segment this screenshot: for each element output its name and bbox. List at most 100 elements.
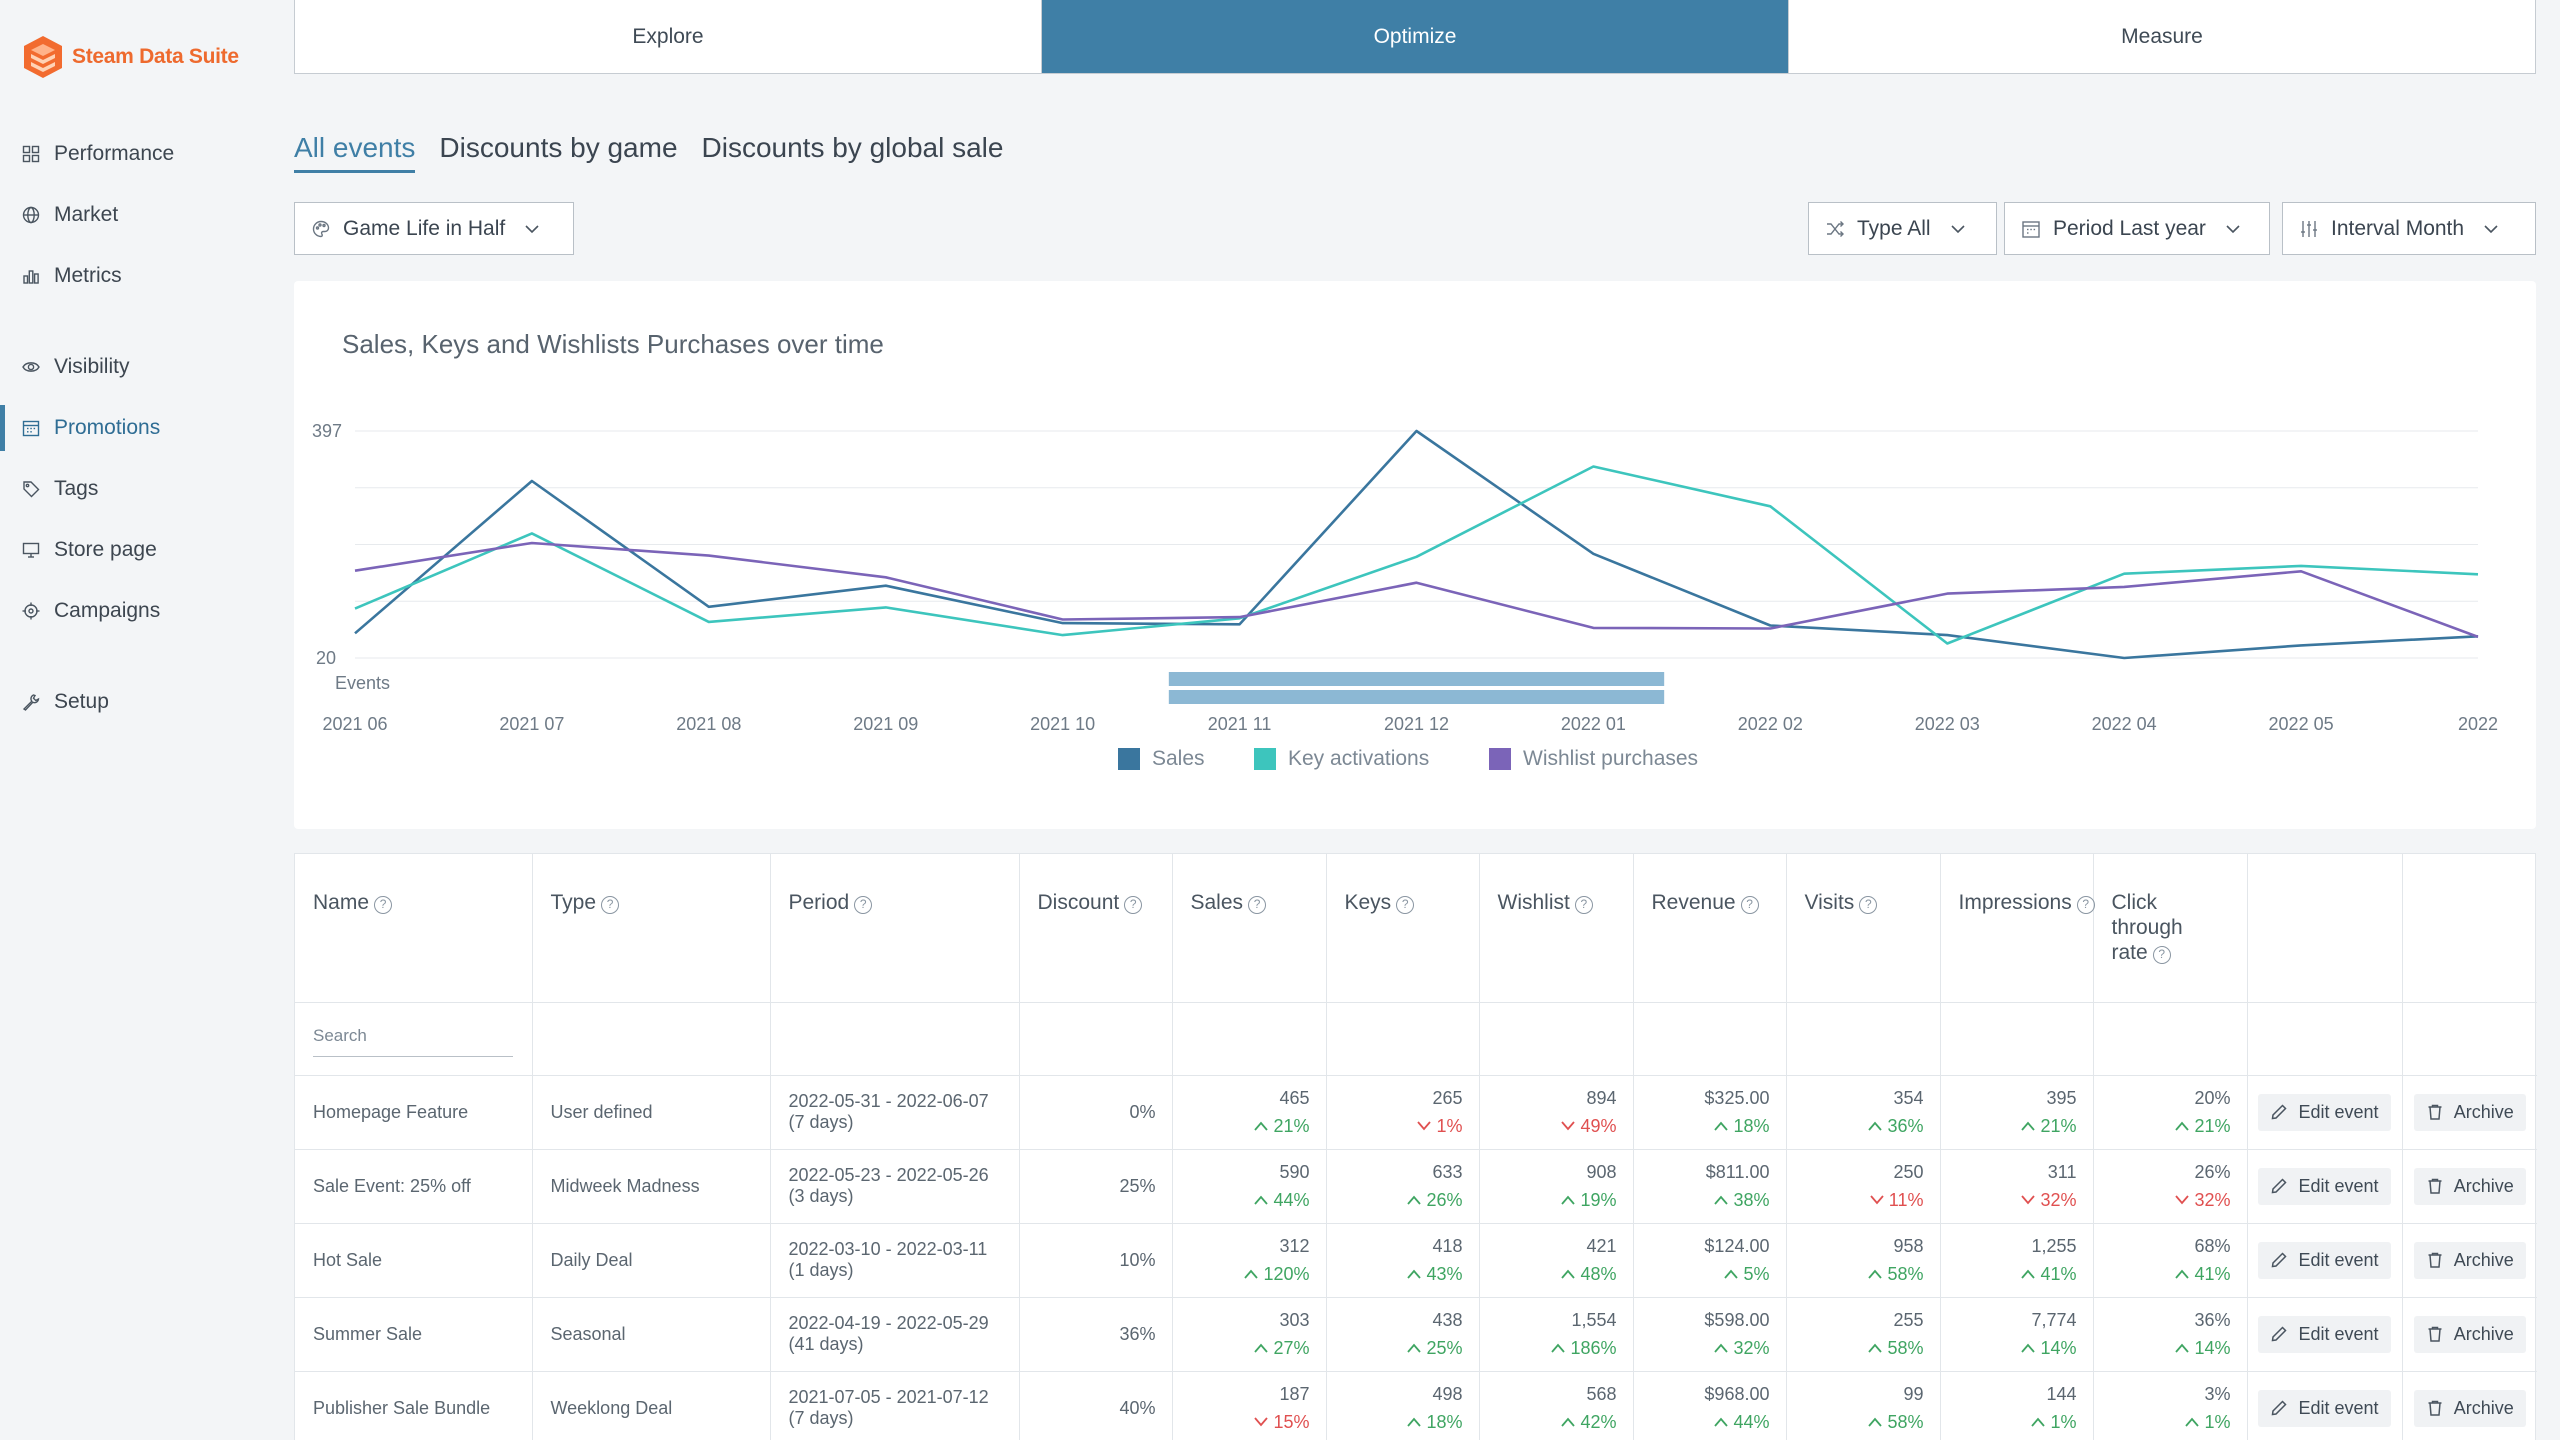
type-dropdown[interactable]: Type All xyxy=(1808,202,1997,255)
search-input[interactable] xyxy=(313,1020,513,1057)
archive-button[interactable]: Archive xyxy=(2413,1241,2526,1279)
col-header-name[interactable]: Name? xyxy=(295,854,533,1003)
archive-button[interactable]: Archive xyxy=(2413,1093,2526,1131)
cell-visits: 354 36% xyxy=(1786,1075,1941,1150)
legend-sales[interactable]: Sales xyxy=(1118,747,1205,771)
metric-value: 633 xyxy=(1432,1162,1463,1182)
delta-value: 41% xyxy=(2040,1264,2077,1284)
x-tick-label: 2021 09 xyxy=(853,714,918,734)
table-row[interactable]: Sale Event: 25% off Midweek Madness 2022-0… xyxy=(295,1149,2537,1224)
cell-sales: 303 27% xyxy=(1172,1297,1327,1372)
col-header-keys[interactable]: Keys? xyxy=(1326,854,1480,1003)
help-icon[interactable]: ? xyxy=(601,896,620,914)
col-header-type[interactable]: Type? xyxy=(532,854,771,1003)
legend-wishlist-purchases[interactable]: Wishlist purchases xyxy=(1489,747,1698,771)
metric-delta: 1% xyxy=(2184,1408,2231,1436)
delta-value: 11% xyxy=(1888,1190,1924,1210)
col-header-revenue[interactable]: Revenue? xyxy=(1633,854,1787,1003)
game-dropdown[interactable]: Game Life in Half xyxy=(294,202,574,255)
col-header-wishlist[interactable]: Wishlist? xyxy=(1479,854,1634,1003)
col-header-click-through-rate[interactable]: Click through rate? xyxy=(2093,854,2248,1003)
sidebar-item-promotions[interactable]: Promotions xyxy=(0,405,270,451)
cell-edit: Edit event xyxy=(2247,1371,2403,1440)
arrow-up-icon xyxy=(1407,1269,1422,1279)
arrow-down-icon xyxy=(1417,1121,1432,1131)
edit-event-button[interactable]: Edit event xyxy=(2258,1241,2391,1279)
subtab-discounts-by-game[interactable]: Discounts by game xyxy=(439,132,678,163)
sidebar-item-store-page[interactable]: Store page xyxy=(0,527,270,573)
edit-event-button[interactable]: Edit event xyxy=(2258,1389,2391,1427)
tab-measure[interactable]: Measure xyxy=(2121,24,2203,48)
metric-value: 1,255 xyxy=(2031,1236,2077,1256)
edit-event-button[interactable]: Edit event xyxy=(2258,1093,2391,1131)
sidebar-item-campaigns[interactable]: Campaigns xyxy=(0,588,270,634)
help-icon[interactable]: ? xyxy=(2152,946,2171,964)
arrow-up-icon xyxy=(1714,1195,1729,1205)
delta-value: 38% xyxy=(1733,1190,1770,1210)
col-header-discount[interactable]: Discount? xyxy=(1019,854,1173,1003)
help-icon[interactable]: ? xyxy=(1574,896,1593,914)
edit-event-button[interactable]: Edit event xyxy=(2258,1167,2391,1205)
metric-delta: 1% xyxy=(1416,1112,1463,1140)
palette-icon xyxy=(312,220,330,237)
sidebar-item-performance[interactable]: Performance xyxy=(0,131,270,177)
help-icon[interactable]: ? xyxy=(1859,896,1878,914)
col-header-archive xyxy=(2402,854,2537,1003)
col-header-visits[interactable]: Visits? xyxy=(1786,854,1941,1003)
sidebar-item-market[interactable]: Market xyxy=(0,192,270,238)
subtab-discounts-by-global-sale[interactable]: Discounts by global sale xyxy=(701,132,1004,163)
delta-value: 43% xyxy=(1426,1264,1463,1284)
period-dropdown[interactable]: Period Last year xyxy=(2004,202,2270,255)
sidebar-item-metrics[interactable]: Metrics xyxy=(0,253,270,299)
archive-button[interactable]: Archive xyxy=(2413,1315,2526,1353)
arrow-up-icon xyxy=(1868,1121,1883,1131)
chart-card: Sales, Keys and Wishlists Purchases over… xyxy=(294,281,2536,829)
archive-button[interactable]: Archive xyxy=(2413,1167,2526,1205)
help-icon[interactable]: ? xyxy=(1124,896,1143,914)
table-row[interactable]: Homepage Feature User defined 2022-05-31 -… xyxy=(295,1075,2537,1150)
header-label: Visits xyxy=(1804,891,1855,914)
help-icon[interactable]: ? xyxy=(854,896,873,914)
help-icon[interactable]: ? xyxy=(2076,896,2095,914)
help-icon[interactable]: ? xyxy=(1740,896,1759,914)
metric-value: 312 xyxy=(1279,1236,1310,1256)
table-row[interactable]: Hot Sale Daily Deal 2022-03-10 - 2022-03-1… xyxy=(295,1223,2537,1298)
sidebar-item-tags[interactable]: Tags xyxy=(0,466,270,512)
help-icon[interactable]: ? xyxy=(374,896,393,914)
col-header-sales[interactable]: Sales? xyxy=(1172,854,1327,1003)
metric-delta: 43% xyxy=(1406,1260,1463,1288)
archive-label: Archive xyxy=(2453,1397,2514,1418)
subtab-all-events[interactable]: All events xyxy=(294,132,416,173)
delta-value: 5% xyxy=(1743,1264,1770,1284)
help-icon[interactable]: ? xyxy=(1396,896,1415,914)
calendar-icon xyxy=(2022,220,2040,238)
col-header-period[interactable]: Period? xyxy=(770,854,1020,1003)
sidebar-item-setup[interactable]: Setup xyxy=(0,679,270,725)
help-icon[interactable]: ? xyxy=(1248,896,1267,914)
delta-value: 36% xyxy=(1887,1116,1924,1136)
col-header-impressions[interactable]: Impressions? xyxy=(1940,854,2095,1003)
sidebar-item-label: Performance xyxy=(54,142,175,165)
cell-keys: 438 25% xyxy=(1326,1297,1480,1372)
globe-icon xyxy=(22,206,40,224)
x-tick-label: 2021 07 xyxy=(499,714,564,734)
edit-event-label: Edit event xyxy=(2298,1397,2379,1418)
archive-button[interactable]: Archive xyxy=(2413,1389,2526,1427)
legend-key-activations[interactable]: Key activations xyxy=(1254,747,1429,771)
tab-explore[interactable]: Explore xyxy=(295,0,1042,73)
header-label: Click through rate xyxy=(2111,891,2183,964)
edit-event-button[interactable]: Edit event xyxy=(2258,1315,2391,1353)
x-tick-label: 2021 10 xyxy=(1030,714,1095,734)
logo[interactable]: Steam Data Suite xyxy=(22,34,239,80)
arrow-up-icon xyxy=(1407,1195,1422,1205)
sidebar-item-visibility[interactable]: Visibility xyxy=(0,344,270,390)
table-row[interactable]: Publisher Sale Bundle Weeklong Deal 2021-0… xyxy=(295,1371,2537,1440)
table-row[interactable]: Summer Sale Seasonal 2022-04-19 - 2022-05-… xyxy=(295,1297,2537,1372)
trash-icon xyxy=(2428,1104,2442,1120)
cell-impressions: 7,774 14% xyxy=(1940,1297,2094,1372)
tab-optimize[interactable]: Optimize xyxy=(1042,0,1789,73)
legend-swatch-wishlist xyxy=(1489,748,1511,770)
header-label: Sales xyxy=(1190,891,1244,914)
interval-dropdown[interactable]: Interval Month xyxy=(2282,202,2536,255)
metric-value: 311 xyxy=(2047,1162,2077,1182)
